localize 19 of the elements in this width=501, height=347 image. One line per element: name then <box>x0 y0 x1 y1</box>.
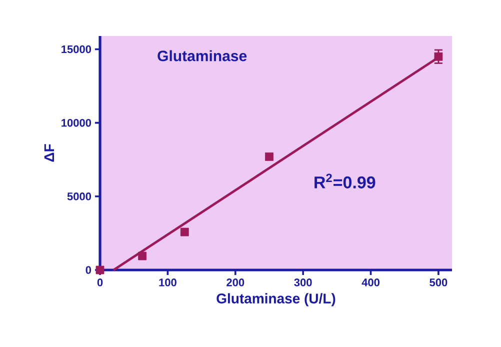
x-tick-label: 0 <box>97 278 103 286</box>
text: Glutaminase <box>158 50 247 62</box>
point <box>96 266 104 274</box>
annotation: R$^{2}$=0.99 <box>314 174 376 188</box>
point <box>138 252 147 260</box>
y-tick-label: 0 <box>86 266 92 274</box>
x-tick-label: 100 <box>159 278 176 286</box>
y-tick-label: 15000 <box>62 45 92 54</box>
x-axis-title: Glutaminase (U/L) <box>216 293 336 306</box>
x-tick-label: 500 <box>430 278 448 286</box>
y-tick-label: 5000 <box>67 192 92 200</box>
point <box>265 152 274 161</box>
point <box>180 228 189 236</box>
x-tick-label: 400 <box>362 278 380 286</box>
y-axis-title: ΔF <box>44 144 54 162</box>
x-tick-label: 300 <box>294 278 312 286</box>
x-tick-label: 200 <box>226 278 244 286</box>
point <box>434 52 443 61</box>
y-tick-label: 10000 <box>62 118 92 127</box>
